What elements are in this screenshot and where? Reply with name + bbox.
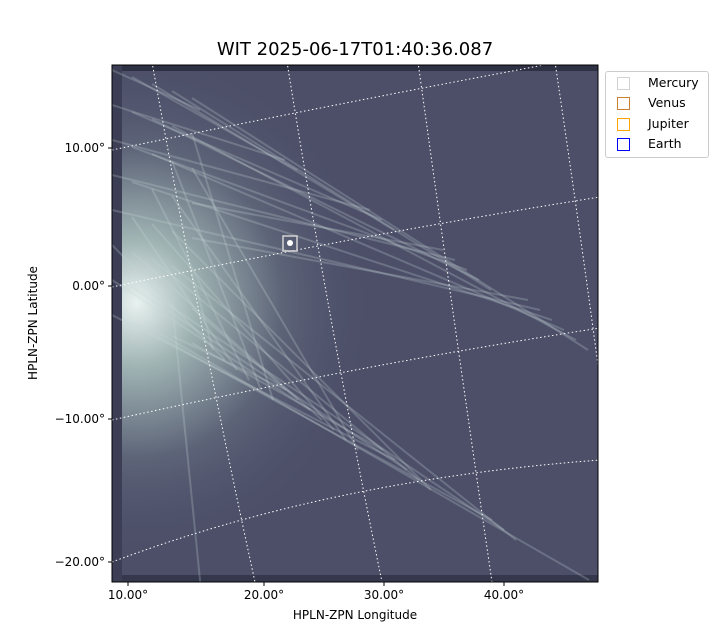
legend-label: Earth — [648, 136, 682, 151]
light-streak — [131, 251, 323, 421]
light-streak — [151, 293, 505, 531]
light-streak — [151, 118, 480, 281]
light-streak — [151, 153, 565, 331]
light-streak — [131, 146, 468, 271]
legend-swatch — [617, 77, 630, 90]
light-streak — [191, 342, 384, 451]
light-streak — [171, 300, 202, 582]
y-tick-label: 10.00° — [64, 141, 105, 155]
x-tick-label: 10.00° — [107, 588, 149, 602]
y-tick-label: −10.00° — [54, 412, 105, 426]
y-tick-label: 0.00° — [72, 279, 105, 293]
tick-marks — [108, 147, 505, 586]
light-streak — [171, 230, 432, 491]
light-streak — [191, 272, 214, 351]
light-streak — [131, 216, 238, 371]
light-streak — [112, 174, 456, 261]
light-streak — [112, 244, 226, 361]
light-streak — [131, 321, 493, 521]
light-streak — [151, 258, 420, 481]
light-streak — [131, 286, 408, 471]
y-axis-label: HPLN-ZPN Latitude — [26, 266, 40, 380]
light-streak — [151, 223, 335, 431]
light-streak — [191, 237, 529, 301]
y-tick-label: −20.00° — [54, 555, 105, 569]
light-streak — [112, 69, 201, 111]
light-streak — [171, 160, 262, 391]
light-streak — [171, 125, 577, 341]
light-streak — [171, 265, 517, 541]
legend-swatch — [617, 97, 630, 110]
x-tick-label: 20.00° — [243, 588, 285, 602]
light-streak — [112, 209, 541, 311]
x-axis-label: HPLN-ZPN Longitude — [292, 608, 418, 622]
light-streak — [191, 202, 444, 251]
legend: Mercury Venus Jupiter Earth — [605, 71, 709, 158]
light-streak — [112, 314, 396, 461]
coordinate-grid — [112, 65, 598, 582]
light-streak — [191, 307, 299, 401]
light-streak — [171, 90, 492, 291]
light-streak — [191, 132, 274, 401]
legend-label: Venus — [648, 95, 686, 110]
legend-label: Jupiter — [648, 116, 689, 131]
light-streak — [151, 188, 250, 381]
x-tick-label: 40.00° — [483, 588, 525, 602]
light-streak — [171, 195, 347, 441]
legend-label: Mercury — [648, 75, 699, 90]
x-tick-label: 30.00° — [363, 588, 405, 602]
light-streak — [131, 111, 383, 221]
chart-title: WIT 2025-06-17T01:40:36.087 — [216, 39, 494, 60]
light-streak — [191, 97, 589, 351]
light-streak — [151, 328, 590, 581]
light-streak — [151, 83, 395, 231]
light-streak — [171, 335, 287, 391]
light-streak — [112, 279, 311, 411]
light-streak — [112, 139, 371, 211]
light-streak — [131, 76, 298, 171]
light-streak — [191, 167, 359, 451]
planet-marker-mercury — [282, 235, 298, 252]
legend-swatch — [617, 118, 630, 131]
legend-swatch — [617, 138, 630, 151]
light-streak — [131, 181, 553, 321]
